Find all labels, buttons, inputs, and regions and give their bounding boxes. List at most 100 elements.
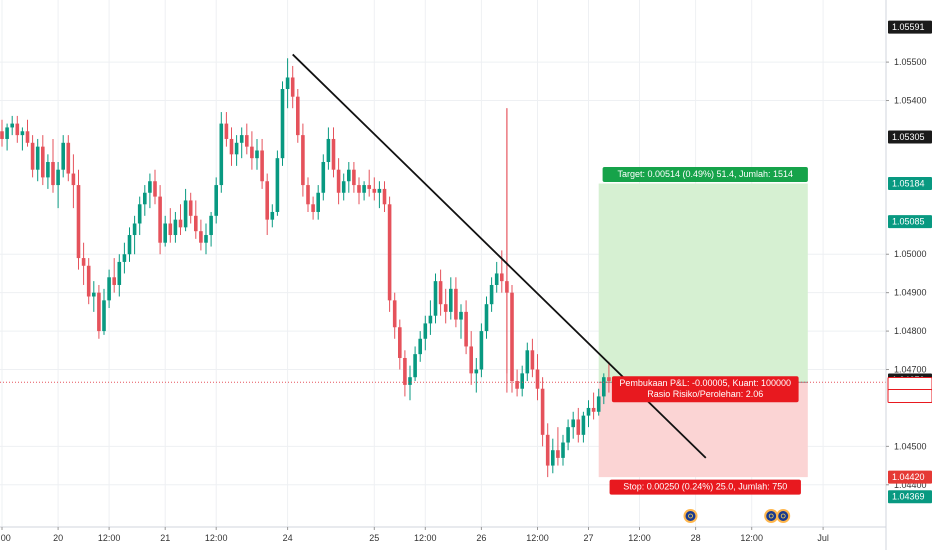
y-tick-label: 1.04400 [894, 480, 927, 490]
candle [382, 181, 387, 212]
candle-body [285, 77, 290, 90]
candle [341, 173, 346, 201]
candle [92, 281, 96, 312]
candle-body [143, 192, 147, 205]
candle-body [183, 200, 188, 228]
candle-body [163, 223, 167, 243]
candle-body [438, 281, 443, 305]
x-tick-label: 2:00 [0, 533, 11, 543]
candle [178, 204, 183, 236]
candle [418, 331, 422, 362]
candle [428, 300, 433, 335]
candle-body [443, 304, 448, 312]
candle [362, 181, 366, 201]
candle-body [5, 127, 9, 139]
candle [41, 135, 45, 186]
candle-body [479, 331, 484, 370]
candle [551, 438, 555, 474]
candle [163, 215, 167, 247]
candle-body [576, 419, 581, 435]
candle-body [66, 142, 71, 174]
candle [127, 227, 132, 262]
candle-body [387, 204, 392, 301]
candle-body [229, 138, 234, 155]
candle [398, 319, 402, 370]
candle-body [535, 369, 540, 389]
candle [234, 135, 239, 166]
profit-zone[interactable] [598, 183, 808, 383]
candle-body [51, 162, 55, 186]
price-badge-text: 1.04369 [892, 492, 925, 502]
candle [280, 81, 285, 166]
candle-body [46, 162, 50, 178]
candle [199, 219, 203, 251]
candle [117, 254, 122, 297]
candle [81, 242, 86, 285]
candle-body [326, 138, 331, 163]
event-marker[interactable] [764, 509, 791, 523]
candle-body [250, 146, 254, 159]
position-zones[interactable] [598, 183, 808, 478]
candle [392, 292, 397, 339]
candle [204, 223, 208, 255]
candle [525, 342, 530, 382]
x-tick-label: Jul [817, 533, 829, 543]
candle-body [449, 288, 453, 312]
y-axis[interactable]: 1.05500 1.05400 1.05000 1.04900 1.04800 1.047… [885, 0, 932, 550]
candle [311, 196, 315, 220]
x-tick-label: 26 [476, 533, 486, 543]
candle [377, 181, 382, 209]
candle [15, 115, 20, 143]
price-badge-bg [887, 388, 932, 403]
candle [438, 269, 443, 316]
candle [530, 338, 535, 378]
candle [306, 177, 310, 212]
event-marker[interactable] [683, 509, 698, 523]
candle-body [56, 169, 60, 186]
candle-body [500, 273, 504, 282]
candle-body [347, 169, 351, 182]
candle-body [112, 277, 116, 285]
candle-body [270, 211, 275, 220]
candle [56, 162, 60, 209]
candle [275, 150, 280, 216]
y-tick-label: 1.05400 [894, 96, 927, 106]
candle-body [148, 181, 152, 193]
candle-body [362, 185, 366, 193]
candle [566, 419, 570, 451]
candle [347, 162, 351, 193]
candle [301, 123, 305, 197]
candle-body [474, 369, 479, 374]
candle [372, 177, 377, 201]
candle [489, 277, 494, 312]
candle [112, 258, 116, 293]
y-tick-label: 1.05500 [894, 57, 927, 67]
x-tick-label: 12:00 [414, 533, 437, 543]
candle [423, 315, 428, 351]
candle-body [81, 258, 86, 266]
price-badge: 1.04420 [888, 470, 932, 484]
candle [148, 173, 152, 209]
candle-body [484, 304, 489, 332]
candle-body [204, 235, 208, 243]
candle-body [10, 123, 14, 128]
price-badge-bg [888, 20, 932, 34]
price-badge-bg [888, 215, 932, 229]
candle [561, 434, 565, 466]
candle [20, 127, 25, 151]
y-tick-label: 1.04800 [894, 326, 927, 336]
candle-body [153, 181, 157, 197]
flag-eu-icon [766, 511, 777, 521]
x-axis[interactable]: 2:00 20 12:00 21 12:00 24 25 12:00 26 12:00 27 12:0… [0, 526, 886, 543]
candle-body [316, 192, 320, 212]
candle-body [403, 357, 407, 385]
candle [5, 123, 9, 151]
candle [35, 138, 40, 182]
candle-body [510, 292, 514, 382]
candle-body [301, 135, 305, 186]
candle-body [214, 185, 218, 216]
entry-label-bg [611, 376, 799, 403]
candle [387, 196, 392, 312]
price-badge: 1.05305 [888, 130, 932, 144]
